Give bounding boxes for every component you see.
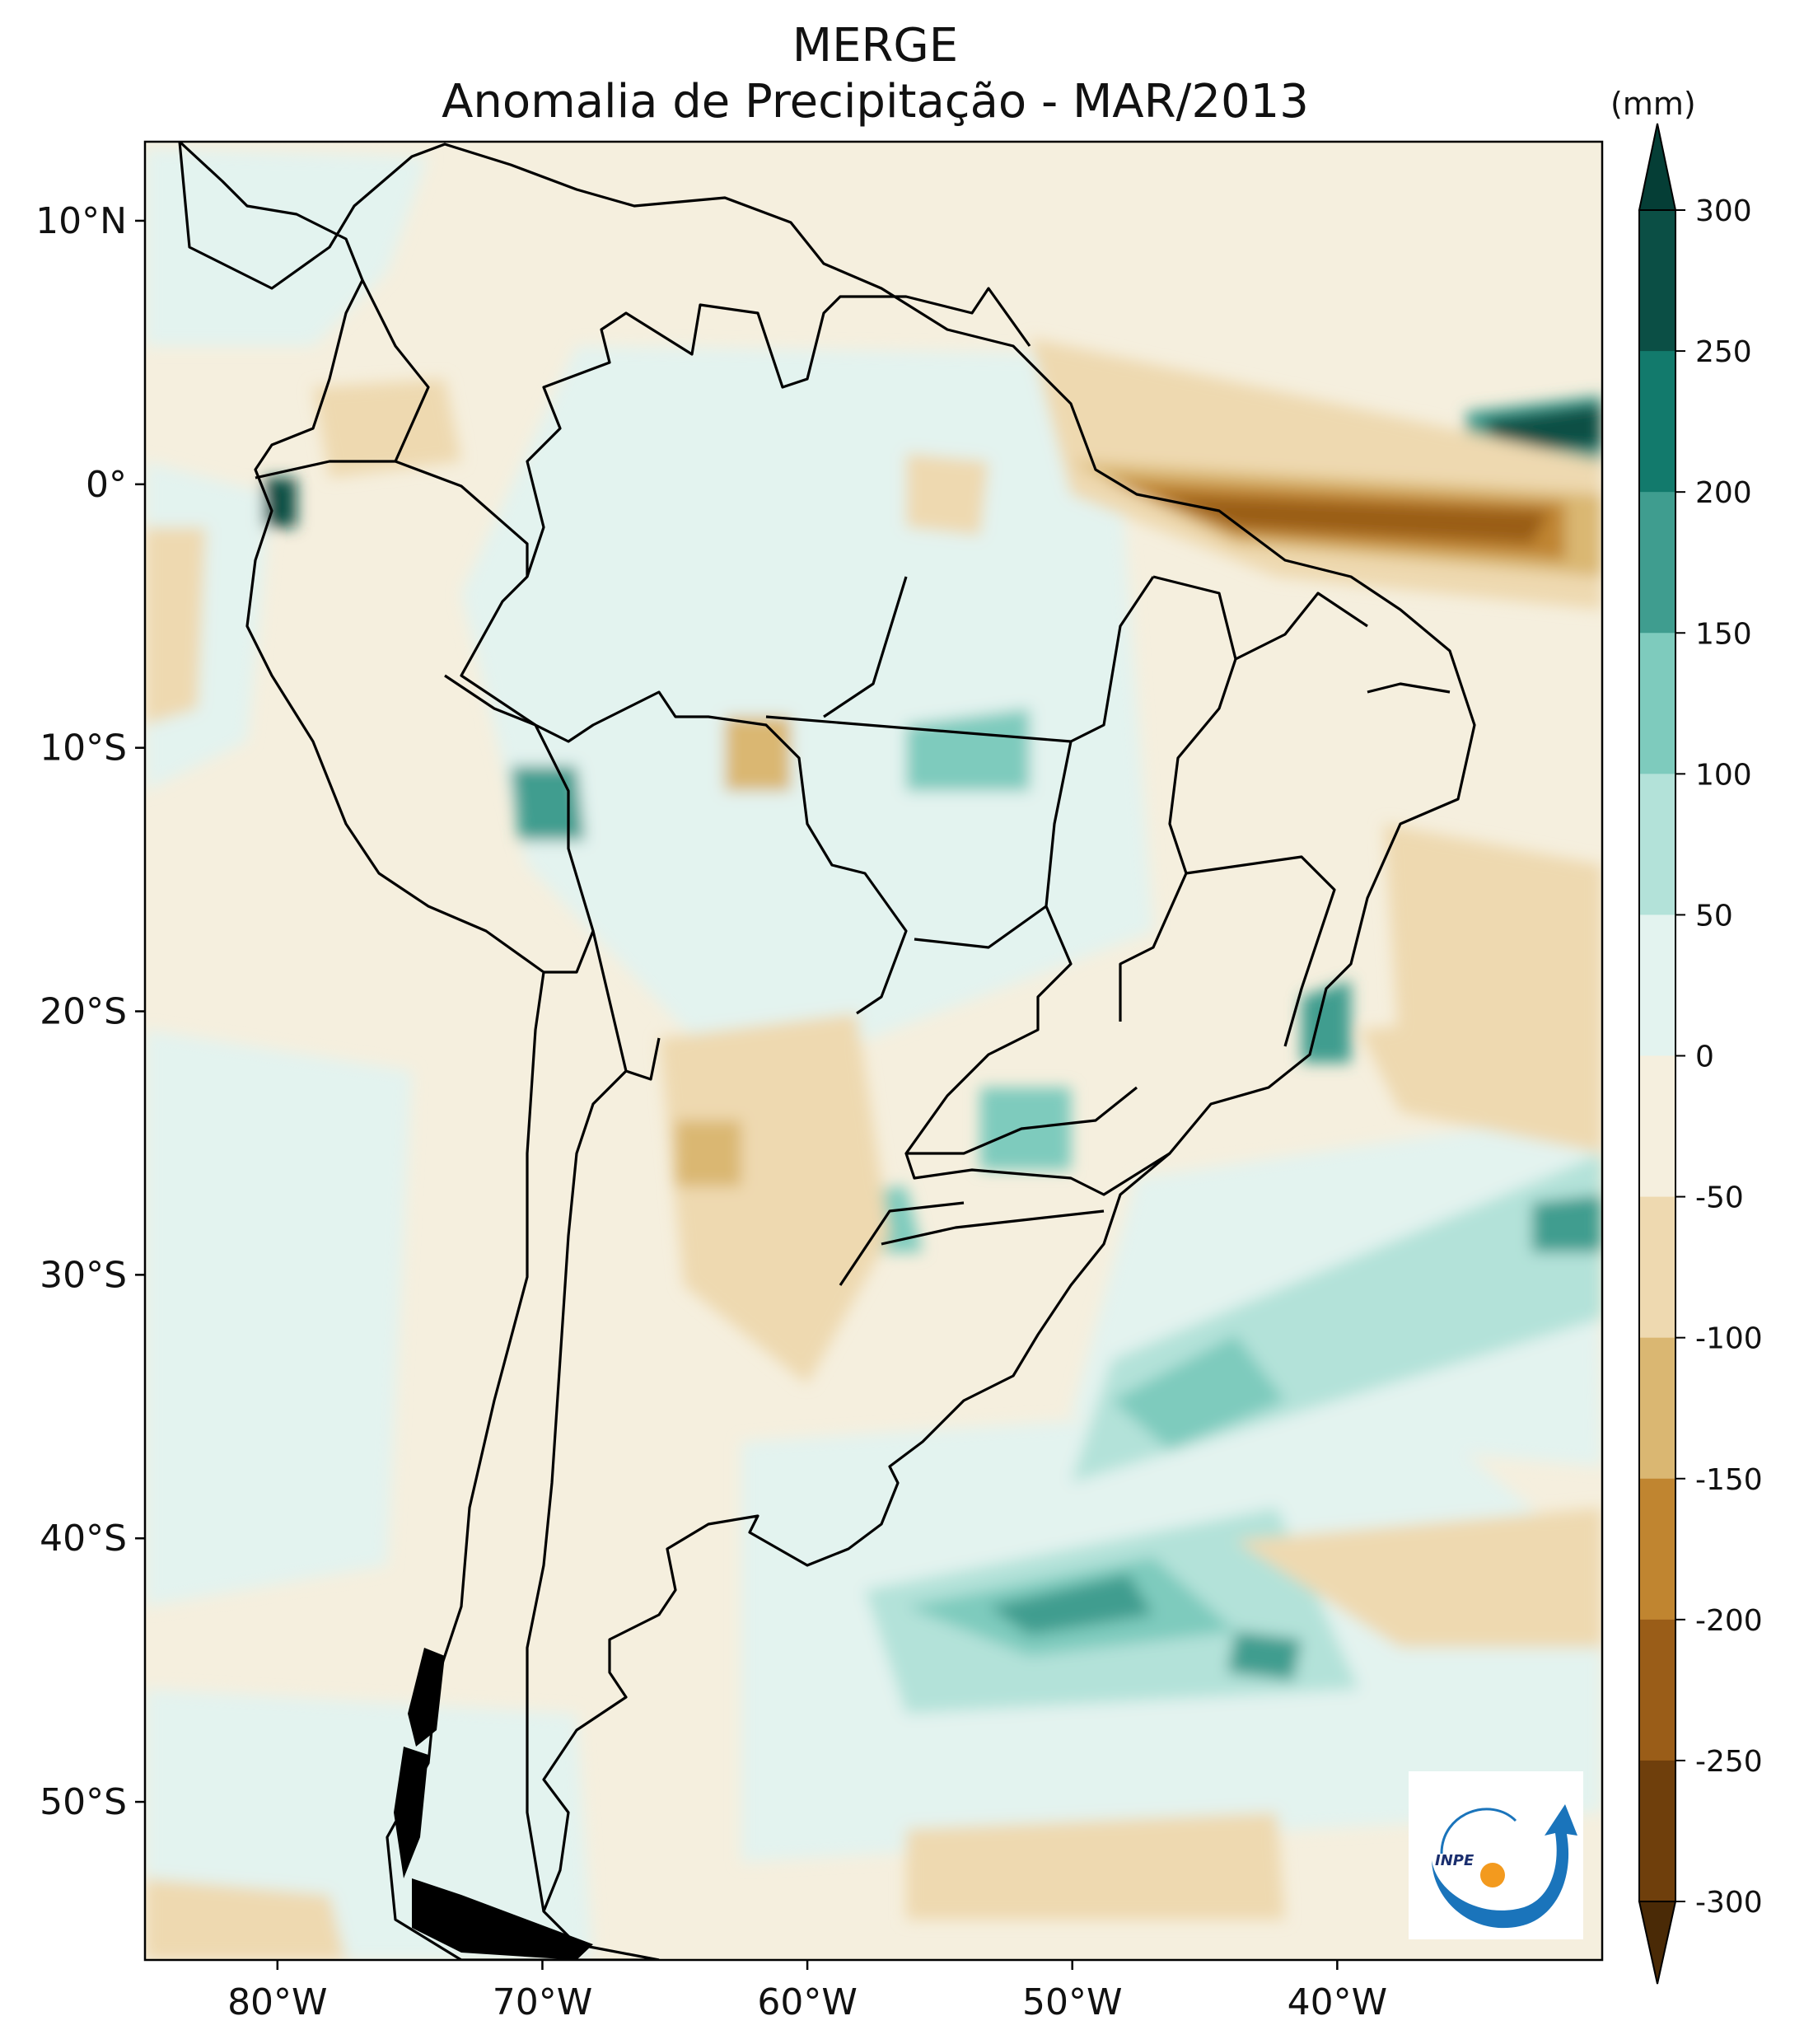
inpe-logo: INPE xyxy=(1409,1771,1583,1939)
state-borders xyxy=(765,575,1451,1286)
colorbar-tick-label: 150 xyxy=(1695,617,1752,651)
colorbar-tick-label: -250 xyxy=(1695,1745,1763,1779)
y-tick-label: 30°S xyxy=(40,1254,127,1296)
andean-borders xyxy=(255,279,661,1912)
x-tick-label: 70°W xyxy=(493,1981,593,2023)
map-title: MERGE xyxy=(792,19,959,72)
colorbar-tick-label: 0 xyxy=(1695,1041,1714,1074)
colorbar-segment xyxy=(1639,1337,1675,1480)
colorbar-tick-label: 200 xyxy=(1695,476,1752,510)
colorbar-tick-label: 100 xyxy=(1695,758,1752,792)
logo-arc xyxy=(1440,1808,1517,1855)
colorbar-tick-label: -100 xyxy=(1695,1322,1763,1356)
map-frame xyxy=(143,140,1604,1962)
y-tick-label: 10°N xyxy=(35,200,127,242)
colorbar-segment xyxy=(1639,1055,1675,1198)
map-panel xyxy=(145,142,1602,1960)
colorbar-extend-top xyxy=(1638,123,1677,211)
x-tick-label: 50°W xyxy=(1022,1981,1123,2023)
colorbar: 300 250 200 150 100 50 0 -50 -100 -150 -200 -250 -30… xyxy=(1638,123,1763,1985)
x-axis: 80°W 70°W 60°W 50°W 40°W xyxy=(227,1960,1387,2023)
colorbar-segment xyxy=(1639,1760,1675,1902)
colorbar-tick-label: -150 xyxy=(1695,1463,1763,1497)
colorbar-extend-bottom xyxy=(1638,1901,1677,1985)
colorbar-segment xyxy=(1639,351,1675,493)
colorbar-segment xyxy=(1639,914,1675,1056)
colorbar-segment xyxy=(1639,633,1675,774)
colorbar-tick-label: -300 xyxy=(1695,1886,1763,1920)
colorbar-tick-label: 250 xyxy=(1695,335,1752,369)
colorbar-segment xyxy=(1639,1619,1675,1761)
logo-swoosh xyxy=(1432,1804,1577,1929)
x-tick-label: 40°W xyxy=(1288,1981,1388,2023)
y-tick-label: 50°S xyxy=(40,1781,127,1823)
y-tick-label: 10°S xyxy=(40,727,127,769)
colorbar-segment xyxy=(1639,210,1675,352)
colorbar-segment xyxy=(1639,1478,1675,1621)
colorbar-segment xyxy=(1639,1196,1675,1339)
brazil-border xyxy=(460,287,1031,1015)
anomaly-field xyxy=(145,148,1602,1960)
colorbar-tick-label: 300 xyxy=(1695,194,1752,228)
y-axis: 10°N 0° 10°S 20°S 30°S 40°S 50°S xyxy=(35,200,145,1823)
colorbar-unit: (mm) xyxy=(1610,86,1696,122)
chile-archipelago xyxy=(394,1648,593,1960)
colorbar-segment xyxy=(1639,492,1675,634)
map-subtitle: Anomalia de Precipitação - MAR/2013 xyxy=(442,75,1309,129)
logo-text: INPE xyxy=(1435,1852,1475,1869)
x-tick-label: 80°W xyxy=(227,1981,328,2023)
x-tick-label: 60°W xyxy=(757,1981,858,2023)
y-tick-label: 40°S xyxy=(40,1518,127,1560)
colorbar-segment xyxy=(1639,774,1675,915)
y-tick-label: 20°S xyxy=(40,991,127,1033)
colorbar-tick-label: 50 xyxy=(1695,899,1733,933)
colorbar-tick-label: -50 xyxy=(1695,1181,1744,1215)
y-tick-label: 0° xyxy=(86,464,127,506)
colorbar-tick-label: -200 xyxy=(1695,1604,1763,1638)
logo-sun xyxy=(1480,1863,1505,1887)
